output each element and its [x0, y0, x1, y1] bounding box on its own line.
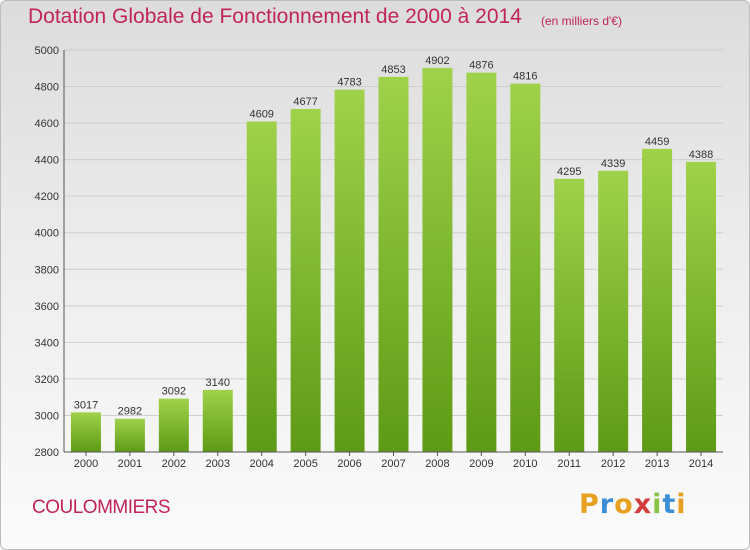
value-label: 4459: [645, 136, 669, 148]
logo-letter: P: [579, 489, 600, 520]
x-tick-label: 2004: [249, 458, 273, 470]
chart-title: Dotation Globale de Fonctionnement de 20…: [28, 5, 522, 28]
y-tick-label: 4600: [35, 118, 59, 130]
x-tick-label: 2002: [162, 458, 186, 470]
bar[interactable]: [422, 67, 453, 452]
x-tick-label: 2005: [293, 458, 317, 470]
value-labels: 3017 2982 3092 3140 4609 4677 4783 4853 4902 4876…: [74, 55, 714, 418]
x-tick-label: 2014: [689, 458, 713, 470]
x-tick-label: 2000: [74, 458, 98, 470]
x-tick-label: 2009: [469, 458, 493, 470]
y-tick-label: 3800: [35, 264, 59, 276]
x-tick-label: 2003: [206, 458, 230, 470]
value-label: 4783: [337, 77, 361, 89]
bar[interactable]: [554, 178, 585, 452]
logo-letter: i: [676, 489, 687, 520]
value-label: 3017: [74, 399, 98, 411]
bar[interactable]: [378, 76, 409, 453]
y-tick-label: 4200: [35, 191, 59, 203]
bar[interactable]: [202, 389, 233, 452]
bars: [70, 67, 717, 453]
bar[interactable]: [114, 418, 145, 452]
bar[interactable]: [466, 72, 497, 453]
bar[interactable]: [70, 412, 101, 452]
x-tick-label: 2008: [425, 458, 449, 470]
y-tick-label: 4800: [35, 82, 59, 94]
y-tick-label: 3400: [35, 337, 59, 349]
y-tick-label: 5000: [35, 45, 59, 57]
logo-letter: x: [633, 489, 653, 520]
value-label: 4677: [293, 96, 317, 108]
y-tick-label: 2800: [35, 447, 59, 459]
bar[interactable]: [598, 170, 629, 453]
bar[interactable]: [246, 121, 277, 453]
x-tick-label: 2013: [645, 458, 669, 470]
value-label: 2982: [118, 406, 142, 418]
value-label: 4902: [425, 55, 449, 67]
logo-letter: o: [614, 489, 634, 520]
value-label: 3140: [206, 377, 230, 389]
logo-letter: i: [652, 489, 663, 520]
logo-letter: t: [662, 489, 677, 520]
bar[interactable]: [686, 161, 717, 452]
y-tick-label: 3200: [35, 374, 59, 386]
value-label: 4295: [557, 166, 581, 178]
y-tick-label: 4000: [35, 228, 59, 240]
x-tick-label: 2001: [118, 458, 142, 470]
bar[interactable]: [334, 89, 365, 452]
value-label: 4816: [513, 71, 537, 83]
logo-letter: r: [599, 489, 615, 520]
axes: 2800 3000 3200 3400 3600 3800 4000 4200 4400 4600…: [35, 45, 723, 470]
value-label: 3092: [162, 386, 186, 398]
value-label: 4388: [689, 149, 713, 161]
commune-name: COULOMMIERS: [32, 497, 171, 518]
y-tick-label: 4400: [35, 155, 59, 167]
y-tick-label: 3000: [35, 410, 59, 422]
chart-unit: (en milliers d'€): [541, 14, 622, 28]
bar[interactable]: [158, 398, 189, 452]
x-tick-label: 2010: [513, 458, 537, 470]
x-tick-label: 2006: [337, 458, 361, 470]
y-tick-label: 3600: [35, 301, 59, 313]
bar[interactable]: [510, 83, 541, 452]
x-tick-label: 2007: [381, 458, 405, 470]
value-label: 4853: [381, 64, 405, 76]
x-tick-label: 2011: [557, 458, 581, 470]
value-label: 4339: [601, 158, 625, 170]
proxiti-logo[interactable]: Proxiti: [579, 489, 687, 520]
bar[interactable]: [642, 148, 673, 452]
bar[interactable]: [290, 109, 321, 453]
value-label: 4876: [469, 60, 493, 72]
x-tick-label: 2012: [601, 458, 625, 470]
value-label: 4609: [249, 108, 273, 120]
